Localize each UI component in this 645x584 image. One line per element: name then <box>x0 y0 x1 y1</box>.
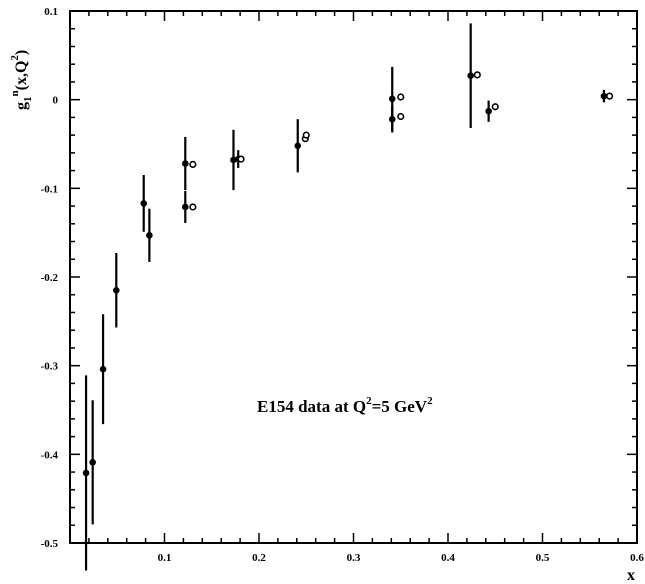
data-point-filled <box>181 160 189 167</box>
x-axis-title: x <box>627 567 635 584</box>
data-point-open <box>397 93 405 101</box>
y-tick-label: -0.2 <box>41 272 59 284</box>
axis-ticks: -0.5 -0.4 -0.3 -0.2 -0.1 0 0.1 0.1 0.2 0.3 0.4 0.5 0… <box>41 6 645 564</box>
x-tick-label: 0.3 <box>347 552 361 564</box>
x-tick-label: 0.6 <box>630 552 644 564</box>
data-point-open <box>605 92 614 100</box>
data-point-open <box>302 131 310 139</box>
data-point-filled <box>181 203 189 211</box>
data-point-filled <box>82 469 90 477</box>
data-point-filled <box>388 115 396 123</box>
x-tick-label: 0.5 <box>536 552 550 564</box>
data-point-filled <box>89 459 96 466</box>
y-tick-label: -0.5 <box>41 538 59 550</box>
data-point-open <box>189 160 197 168</box>
data-point-open <box>237 155 245 163</box>
data-marks <box>82 23 614 571</box>
plot-frame <box>69 10 638 544</box>
data-point-open <box>491 103 499 111</box>
data-point-filled <box>113 287 120 294</box>
plot-annotation: E154 data at Q2=5 GeV2 <box>257 395 433 416</box>
data-point-open <box>397 112 405 121</box>
x-tick-label: 0.2 <box>252 552 266 564</box>
x-tick-label: 0.1 <box>158 552 172 564</box>
data-point-filled <box>485 107 492 115</box>
y-tick-label: -0.3 <box>41 361 59 373</box>
y-tick-label: -0.4 <box>41 449 59 461</box>
data-point-filled <box>467 72 474 80</box>
data-point-open <box>473 71 481 79</box>
y-tick-label: 0.1 <box>44 6 58 18</box>
data-point-open <box>189 203 197 211</box>
data-point-filled <box>140 200 148 207</box>
data-point-filled <box>99 365 107 373</box>
x-tick-label: 0.4 <box>441 552 455 564</box>
y-tick-label: 0 <box>53 95 59 107</box>
y-tick-label: -0.1 <box>41 183 58 195</box>
data-point-filled <box>294 142 302 150</box>
data-point-filled <box>600 92 608 100</box>
data-point-filled <box>146 232 153 239</box>
data-point-filled <box>388 95 396 103</box>
y-axis-title: g1n(x,Q2) <box>9 50 34 110</box>
